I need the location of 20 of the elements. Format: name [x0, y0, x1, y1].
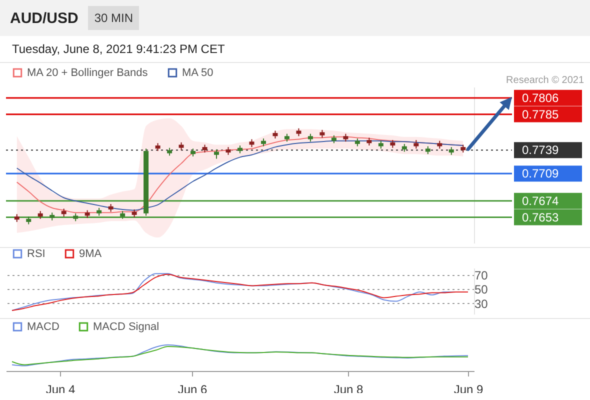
text: Research © 2021 [506, 75, 584, 86]
ref-line-label: 0.7709 [522, 166, 560, 181]
ref-line-label: 0.7653 [522, 210, 560, 224]
legend-label: MA 50 [182, 66, 214, 79]
legend-label: MA 20 + Bollinger Bands [27, 66, 148, 79]
legend-label: MACD [27, 320, 60, 333]
y-tick-label: 50 [474, 282, 488, 297]
legend-label: 9MA [79, 248, 102, 260]
chart-subtitle: 30 MIN [88, 6, 140, 30]
y-tick-label: 70 [474, 268, 488, 283]
ref-line-label: 0.7739 [522, 143, 560, 158]
y-tick-label: 30 [474, 296, 488, 311]
text: Tuesday, June 8, 2021 9:41:23 PM CET [11, 41, 226, 58]
ref-line-label: 0.7785 [522, 107, 560, 122]
candlestick [214, 148, 220, 160]
legend-label: MACD Signal [93, 320, 160, 333]
chart-title: AUD/USD [10, 10, 78, 26]
ref-line-label: 0.7806 [522, 90, 560, 105]
legend-label: RSI [27, 248, 46, 260]
ref-line-label: 0.7674 [522, 194, 560, 208]
